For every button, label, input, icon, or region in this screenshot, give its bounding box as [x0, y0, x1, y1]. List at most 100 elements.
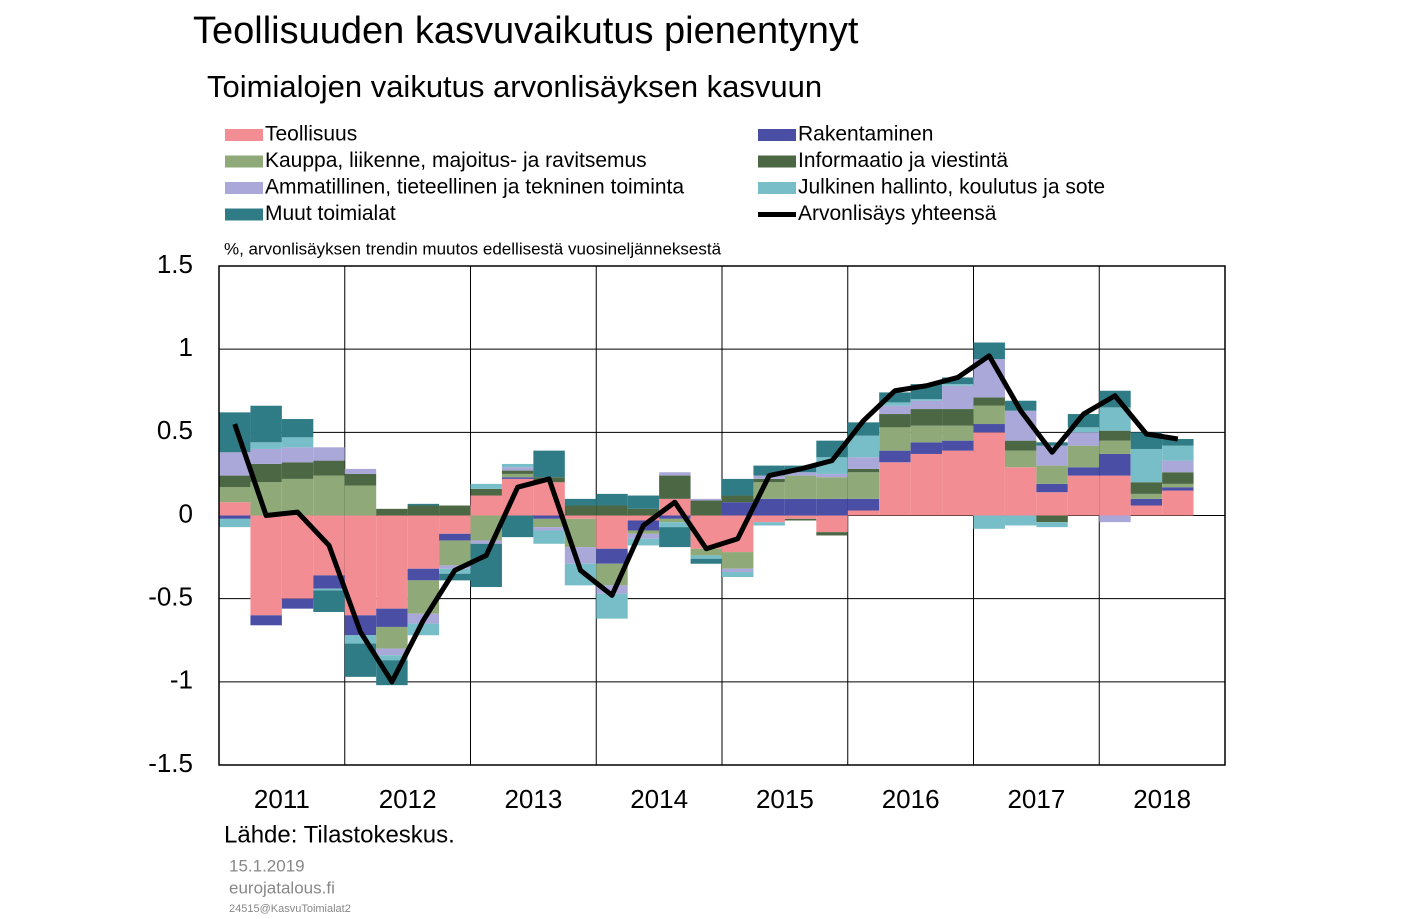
bar	[910, 399, 943, 401]
legend-swatch	[758, 129, 796, 141]
legend-label: Ammatillinen, tieteellinen ja tekninen t…	[265, 176, 684, 199]
bar	[219, 475, 251, 488]
bar	[627, 495, 660, 509]
bar	[407, 503, 440, 506]
bar	[407, 568, 440, 581]
bar	[407, 623, 440, 636]
bar	[219, 515, 251, 519]
bar	[1130, 482, 1163, 494]
bar	[1036, 483, 1068, 493]
bar	[847, 468, 880, 473]
bar	[659, 475, 691, 499]
bar	[1036, 492, 1068, 516]
bar	[722, 568, 754, 573]
bar	[596, 505, 628, 516]
bar	[313, 447, 345, 461]
legend-label: Informaatio ja viestintä	[798, 149, 1008, 172]
source: Lähde: Tilastokeskus.	[224, 821, 455, 848]
bar	[816, 473, 848, 478]
x-tick-label: 2016	[882, 784, 940, 814]
bar	[407, 580, 440, 614]
bar	[942, 385, 974, 410]
bar	[250, 615, 282, 626]
bar	[1162, 490, 1194, 516]
bar	[753, 465, 785, 476]
bar	[250, 448, 282, 464]
y-tick-label: 0	[179, 498, 193, 528]
bar	[659, 527, 691, 548]
bar	[973, 342, 1005, 360]
y-tick-label: 0.5	[157, 415, 193, 445]
bar	[784, 518, 817, 521]
bar	[376, 608, 408, 627]
bar	[973, 515, 1005, 529]
bar	[879, 402, 911, 406]
bar	[219, 502, 251, 516]
bar	[344, 485, 377, 516]
legend-swatch	[225, 208, 263, 221]
plot-frame	[218, 265, 1226, 766]
x-tick-label: 2015	[756, 784, 814, 814]
bar	[1067, 445, 1100, 468]
bar	[281, 515, 314, 599]
x-tick-label: 2014	[630, 784, 688, 814]
bar	[627, 530, 660, 534]
bar	[722, 495, 754, 503]
bar	[1099, 430, 1131, 441]
bar	[501, 515, 534, 538]
bar	[1130, 493, 1163, 499]
bar	[533, 450, 565, 478]
bar	[250, 463, 282, 483]
bar	[250, 405, 282, 443]
bar	[627, 538, 660, 546]
bar	[564, 498, 597, 506]
bar	[627, 533, 660, 539]
bar	[596, 548, 628, 564]
bar	[816, 515, 848, 533]
legend-swatch	[758, 155, 796, 168]
bar	[281, 447, 314, 463]
bar	[533, 530, 565, 544]
date: 15.1.2019	[229, 856, 305, 875]
x-tick-label: 2017	[1007, 784, 1065, 814]
bar	[627, 508, 660, 516]
bar	[470, 488, 502, 496]
bar	[439, 505, 471, 516]
y-tick-label: -0.5	[148, 582, 193, 612]
bar	[596, 515, 628, 549]
bar	[690, 558, 722, 564]
bar	[753, 515, 785, 523]
bar	[376, 648, 408, 656]
bar	[376, 655, 408, 661]
bar	[973, 424, 1005, 433]
bar	[313, 475, 345, 516]
bar	[1004, 450, 1037, 468]
bar	[281, 419, 314, 438]
bar	[690, 555, 722, 559]
bar	[627, 515, 660, 521]
y-axis-label: %, arvonlisäyksen trendin muutos edellis…	[224, 239, 722, 258]
bar	[439, 565, 471, 569]
bar	[439, 573, 471, 581]
bar	[910, 409, 943, 426]
bar	[1162, 438, 1194, 446]
bar	[313, 590, 345, 612]
bar	[1036, 445, 1068, 466]
bar	[847, 510, 880, 516]
bar	[219, 487, 251, 503]
bar	[1162, 472, 1194, 484]
bar	[722, 572, 754, 578]
bar	[376, 515, 408, 609]
bar	[722, 502, 754, 516]
bar	[910, 442, 943, 454]
bar	[659, 522, 691, 528]
bar	[690, 498, 722, 501]
bar	[281, 478, 314, 516]
x-tick-label: 2018	[1133, 784, 1191, 814]
x-tick-label: 2011	[254, 784, 310, 814]
legend-swatch	[225, 129, 263, 141]
bar	[470, 540, 502, 544]
bar	[564, 547, 597, 564]
bar	[344, 635, 377, 644]
